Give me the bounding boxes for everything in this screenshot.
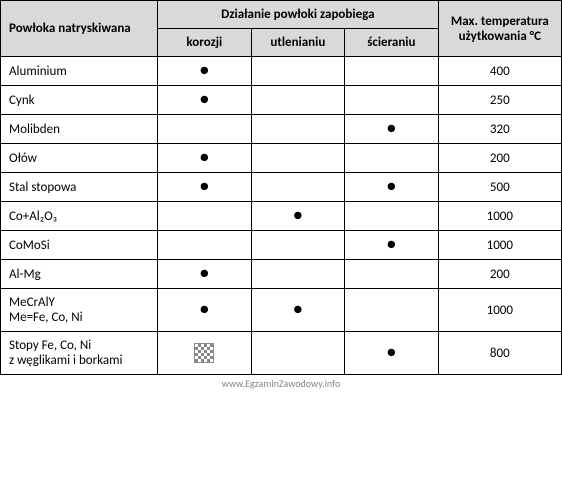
table-row: Ołów● 200 — [1, 144, 562, 173]
cell-temp: 320 — [438, 115, 561, 144]
cell-coating: Al-Mg — [1, 260, 158, 289]
header-oxidation: utlenianiu — [251, 29, 345, 57]
cell-abrasion — [345, 86, 439, 115]
cell-corrosion: ● — [158, 86, 252, 115]
cell-oxidation — [251, 260, 345, 289]
cell-temp: 200 — [438, 260, 561, 289]
cell-temp: 400 — [438, 57, 561, 86]
table-row: Aluminium● 400 — [1, 57, 562, 86]
cell-corrosion — [158, 332, 252, 375]
qr-icon — [194, 343, 214, 363]
cell-abrasion: ● — [345, 173, 439, 202]
cell-oxidation — [251, 332, 345, 375]
cell-abrasion — [345, 260, 439, 289]
cell-coating: Molibden — [1, 115, 158, 144]
cell-temp: 1000 — [438, 202, 561, 231]
cell-corrosion — [158, 202, 252, 231]
cell-corrosion — [158, 231, 252, 260]
cell-temp: 1000 — [438, 289, 561, 332]
table-row: Cynk● 250 — [1, 86, 562, 115]
cell-oxidation — [251, 86, 345, 115]
cell-abrasion — [345, 57, 439, 86]
cell-abrasion: ● — [345, 332, 439, 375]
cell-temp: 200 — [438, 144, 561, 173]
table-row: CoMoSi ●1000 — [1, 231, 562, 260]
cell-oxidation — [251, 231, 345, 260]
cell-abrasion — [345, 289, 439, 332]
header-corrosion: korozji — [158, 29, 252, 57]
table-row: Al-Mg● 200 — [1, 260, 562, 289]
cell-oxidation: ● — [251, 289, 345, 332]
cell-coating: Aluminium — [1, 57, 158, 86]
cell-abrasion — [345, 202, 439, 231]
cell-coating: CoMoSi — [1, 231, 158, 260]
cell-abrasion: ● — [345, 115, 439, 144]
table-body: Aluminium●400Cynk●250Molibden●320Ołów●20… — [1, 57, 562, 375]
header-max-temp: Max. temperatura użytkowania °C — [438, 1, 561, 57]
cell-abrasion — [345, 144, 439, 173]
cell-oxidation — [251, 173, 345, 202]
cell-coating: Stal stopowa — [1, 173, 158, 202]
cell-temp: 800 — [438, 332, 561, 375]
cell-corrosion: ● — [158, 144, 252, 173]
cell-temp: 1000 — [438, 231, 561, 260]
cell-coating: Ołów — [1, 144, 158, 173]
table-row: Molibden ●320 — [1, 115, 562, 144]
table-row: Co+Al₂O₃ ● 1000 — [1, 202, 562, 231]
table-row: Stal stopowa●●500 — [1, 173, 562, 202]
header-abrasion: ścieraniu — [345, 29, 439, 57]
cell-temp: 250 — [438, 86, 561, 115]
cell-oxidation: ● — [251, 202, 345, 231]
cell-temp: 500 — [438, 173, 561, 202]
cell-oxidation — [251, 144, 345, 173]
cell-coating: Cynk — [1, 86, 158, 115]
cell-corrosion — [158, 115, 252, 144]
cell-oxidation — [251, 115, 345, 144]
cell-coating: MeCrAlY Me=Fe, Co, Ni — [1, 289, 158, 332]
cell-corrosion: ● — [158, 260, 252, 289]
cell-coating: Stopy Fe, Co, Ni z węglikami i borkami — [1, 332, 158, 375]
header-action-group: Działanie powłoki zapobiega — [158, 1, 439, 29]
cell-abrasion: ● — [345, 231, 439, 260]
table-row: Stopy Fe, Co, Ni z węglikami i borkami ●8… — [1, 332, 562, 375]
table-row: MeCrAlY Me=Fe, Co, Ni●●1000 — [1, 289, 562, 332]
coating-table: Powłoka natryskiwana Działanie powłoki z… — [0, 0, 562, 375]
cell-oxidation — [251, 57, 345, 86]
cell-corrosion: ● — [158, 57, 252, 86]
header-coating: Powłoka natryskiwana — [1, 1, 158, 57]
cell-coating: Co+Al₂O₃ — [1, 202, 158, 231]
footer-watermark: www.EgzaminZawodowy.info — [0, 377, 562, 390]
cell-corrosion: ● — [158, 173, 252, 202]
cell-corrosion: ● — [158, 289, 252, 332]
